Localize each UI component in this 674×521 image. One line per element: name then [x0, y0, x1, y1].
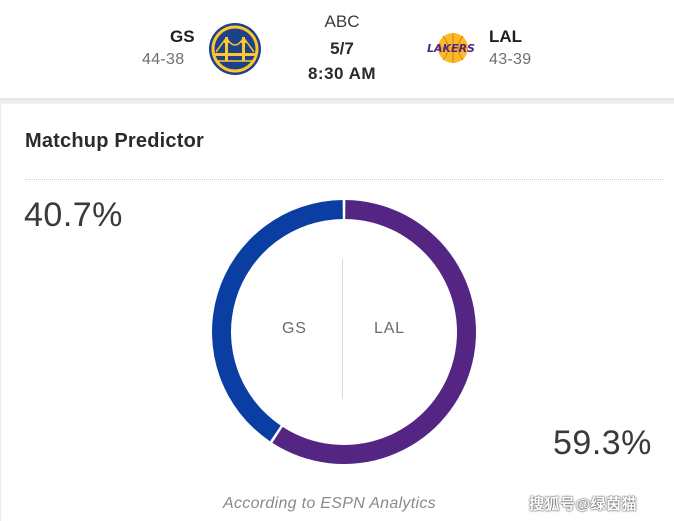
- game-time: 8:30 AM: [307, 64, 377, 83]
- home-win-probability: 59.3%: [553, 424, 652, 462]
- title-divider: [25, 179, 663, 180]
- donut-segment-away: [212, 200, 343, 442]
- home-team-abbr[interactable]: LAL: [489, 27, 523, 46]
- game-header: GS 44-38 ABC 5/7 8:30 AM LAKERS LAL 43-3…: [0, 0, 674, 98]
- card-title: Matchup Predictor: [25, 130, 204, 152]
- away-win-probability: 40.7%: [24, 196, 123, 234]
- matchup-predictor-card: Matchup Predictor 40.7% GS LAL 59.3% Acc…: [0, 104, 674, 521]
- watermark-text: 搜狐号@绿茵猫: [529, 496, 638, 513]
- away-team-record: 44-38: [142, 51, 185, 68]
- lakers-logo-icon[interactable]: LAKERS: [422, 27, 480, 69]
- broadcast-network: ABC: [324, 12, 360, 31]
- game-date: 5/7: [330, 39, 354, 58]
- lakers-logo-text: LAKERS: [427, 42, 475, 55]
- away-team-abbr[interactable]: GS: [170, 27, 195, 46]
- home-team-record: 43-39: [489, 51, 532, 68]
- warriors-logo-icon[interactable]: [208, 22, 262, 76]
- donut-home-label: LAL: [374, 320, 405, 337]
- donut-segment-home: [272, 200, 476, 464]
- donut-center-divider: [342, 259, 343, 399]
- donut-away-label: GS: [282, 320, 307, 337]
- analytics-footnote: According to ESPN Analytics: [223, 495, 436, 512]
- win-probability-donut: [212, 200, 476, 464]
